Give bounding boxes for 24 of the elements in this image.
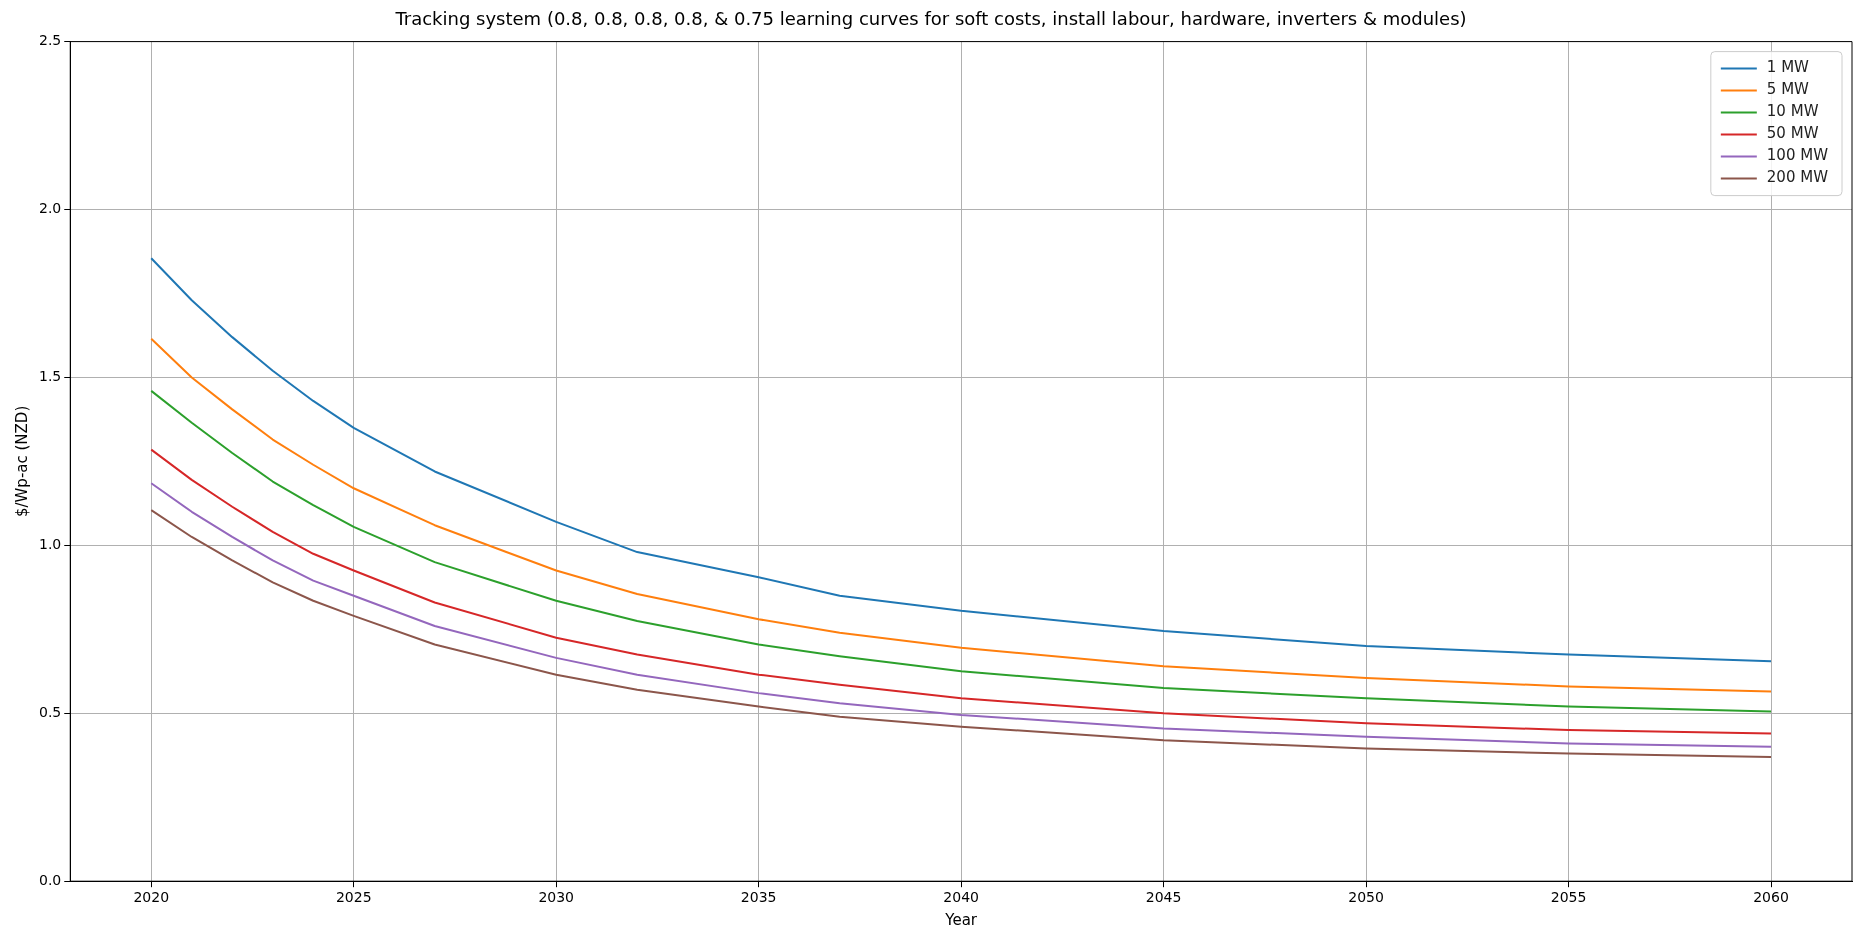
- y-tick-label: 2.0: [39, 200, 62, 217]
- x-tick-label: 2050: [1348, 889, 1384, 906]
- x-tick-label: 2030: [538, 889, 575, 906]
- legend-label: 100 MW: [1766, 146, 1829, 165]
- x-tick-label: 2035: [740, 889, 777, 906]
- x-tick-label: 2060: [1753, 889, 1789, 906]
- legend-label: 10 MW: [1766, 102, 1819, 121]
- y-tick-label: 0.5: [39, 703, 62, 720]
- x-tick-label: 2040: [943, 889, 979, 906]
- y-axis-title: $/Wp-ac (NZD): [12, 405, 31, 518]
- x-tick-label: 2025: [335, 889, 372, 906]
- x-tick-label: 2045: [1145, 889, 1182, 906]
- legend-label: 50 MW: [1766, 124, 1819, 143]
- y-tick-label: 0.0: [39, 871, 62, 888]
- legend-label: 5 MW: [1766, 80, 1810, 99]
- y-tick-label: 1.0: [39, 536, 62, 552]
- x-tick-label: 2055: [1550, 889, 1587, 906]
- y-tick-label: 2.5: [39, 32, 62, 49]
- x-axis-title: Year: [944, 910, 978, 929]
- y-tick-label: 1.5: [39, 368, 62, 385]
- legend-label: 1 MW: [1766, 58, 1810, 77]
- chart-title: Tracking system (0.8, 0.8, 0.8, 0.8, & 0.75 learning curves for soft costs, install labour, hardware, inverters & modules): [394, 8, 1467, 30]
- legend-label: 200 MW: [1766, 168, 1829, 187]
- x-tick-label: 2020: [133, 889, 170, 906]
